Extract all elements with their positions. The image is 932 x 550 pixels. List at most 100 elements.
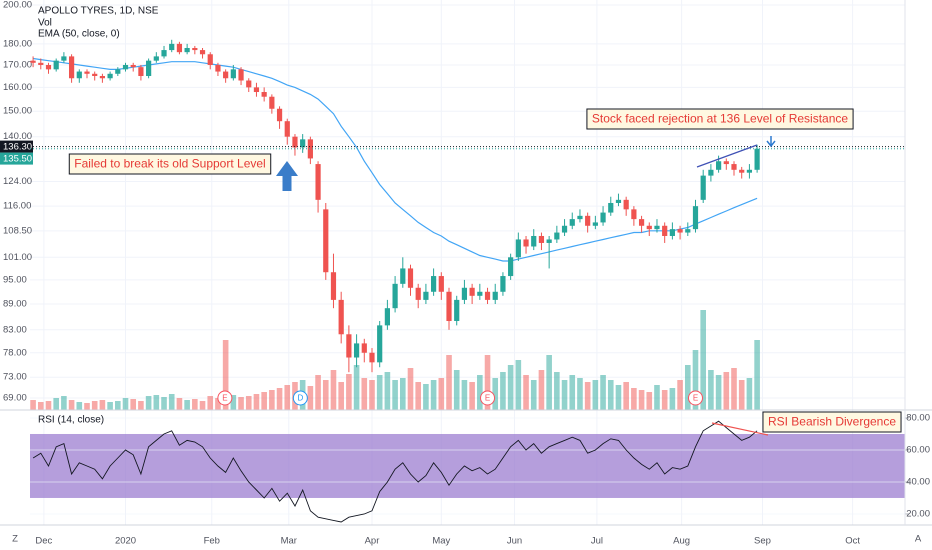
candle-body [592, 222, 598, 226]
rsi-title: RSI (14, close) [38, 415, 104, 426]
candle-body [169, 43, 175, 51]
candle-body [669, 229, 675, 236]
candle-body [546, 239, 552, 243]
volume-bar [107, 402, 113, 410]
volume-bar [84, 403, 90, 410]
toolbar-button[interactable]: A [915, 534, 922, 545]
volume-bar [554, 372, 560, 410]
candle-body [531, 235, 537, 247]
y-tick-label: 101.00 [3, 252, 32, 263]
candle-body [384, 308, 390, 326]
y-tick-label: 140.00 [3, 131, 32, 142]
annotation: RSI Bearish Divergence [768, 415, 896, 429]
candle-body [353, 343, 360, 358]
volume-bar [731, 368, 737, 410]
candle-body [315, 164, 321, 200]
volume-bar [723, 372, 730, 410]
candle-body [207, 54, 213, 65]
candle-body [261, 92, 267, 97]
x-tick-label: Oct [845, 536, 860, 547]
volume-bar [654, 385, 660, 410]
volume-bar [361, 378, 368, 410]
candle-body [454, 299, 460, 322]
candle-body [515, 239, 521, 258]
volume-bar [692, 350, 699, 410]
annotation-box [68, 153, 272, 175]
candle-body [423, 291, 429, 300]
volume-bar [184, 400, 190, 410]
y-tick-label: 170.00 [3, 59, 32, 70]
volume-bar [600, 375, 606, 410]
candle-body [192, 47, 198, 51]
candle-body [223, 71, 229, 79]
candle-body [184, 47, 190, 53]
candle-body [654, 225, 660, 230]
volume-bar [261, 392, 267, 410]
candle-body [45, 64, 52, 70]
candle-body [76, 71, 82, 79]
y-tick-label: 80.00 [906, 413, 930, 424]
candle-body [323, 209, 329, 273]
candle-body [431, 276, 437, 292]
event-label: E [485, 394, 490, 403]
candle-body [238, 69, 244, 81]
y-tick-label: 89.00 [3, 299, 27, 310]
x-tick-label: Mar [281, 536, 297, 547]
candle-body [276, 108, 283, 122]
toolbar-button[interactable]: Z [12, 534, 18, 545]
volume-bar [276, 388, 283, 410]
volume-bar [538, 370, 545, 410]
volume-bar [615, 385, 622, 410]
volume-bar [384, 372, 391, 410]
candle-body [731, 164, 737, 170]
volume-bar [515, 360, 522, 410]
candle-body [269, 96, 275, 109]
annotation-box [762, 411, 902, 433]
y-tick-label: 116.00 [3, 201, 31, 212]
volume-bar [322, 380, 329, 410]
candle-body [99, 76, 106, 79]
x-tick-label: Apr [365, 536, 380, 547]
volume-bar [284, 385, 291, 410]
y-tick-label: 160.00 [3, 82, 32, 93]
candle-body [600, 212, 606, 223]
candle-body [739, 169, 745, 173]
y-tick-label: 180.00 [3, 38, 32, 49]
volume-bar [253, 394, 260, 410]
volume-bar [484, 355, 491, 410]
volume-bar [307, 386, 314, 410]
annotation: Failed to break its old Support Level [74, 157, 265, 171]
volume-bar [399, 378, 406, 410]
arrow-down [766, 136, 776, 148]
volume-bar [392, 380, 398, 410]
volume-bar [607, 380, 614, 410]
candle-body [369, 352, 375, 363]
volume-bar [269, 390, 275, 410]
candle-body [115, 69, 121, 74]
event-marker [217, 390, 233, 406]
volume-bar [376, 375, 383, 410]
price-label: 136.30 [3, 142, 32, 153]
candle-body [577, 215, 583, 220]
candle-body [307, 139, 313, 159]
volume-bar [461, 380, 468, 410]
volume-bar [477, 375, 483, 410]
y-tick-label: 60.00 [906, 445, 930, 456]
volume-bar [330, 370, 337, 410]
price-label: 135.50 [3, 154, 32, 165]
event-label: E [693, 394, 698, 403]
volume-bar [453, 370, 460, 410]
candle-body [92, 73, 98, 77]
volume-bar [584, 382, 591, 410]
volume-bar [708, 370, 714, 410]
price-label-box [0, 140, 33, 153]
candle-body [561, 225, 568, 233]
candle-body [585, 215, 591, 226]
chart-title: APOLLO TYRES, 1D, NSE [38, 6, 159, 17]
volume-bar [507, 365, 514, 410]
volume-bar [738, 380, 745, 410]
y-tick-label: 73.00 [3, 372, 27, 383]
candle-body [153, 56, 159, 61]
volume-bar [176, 398, 183, 410]
